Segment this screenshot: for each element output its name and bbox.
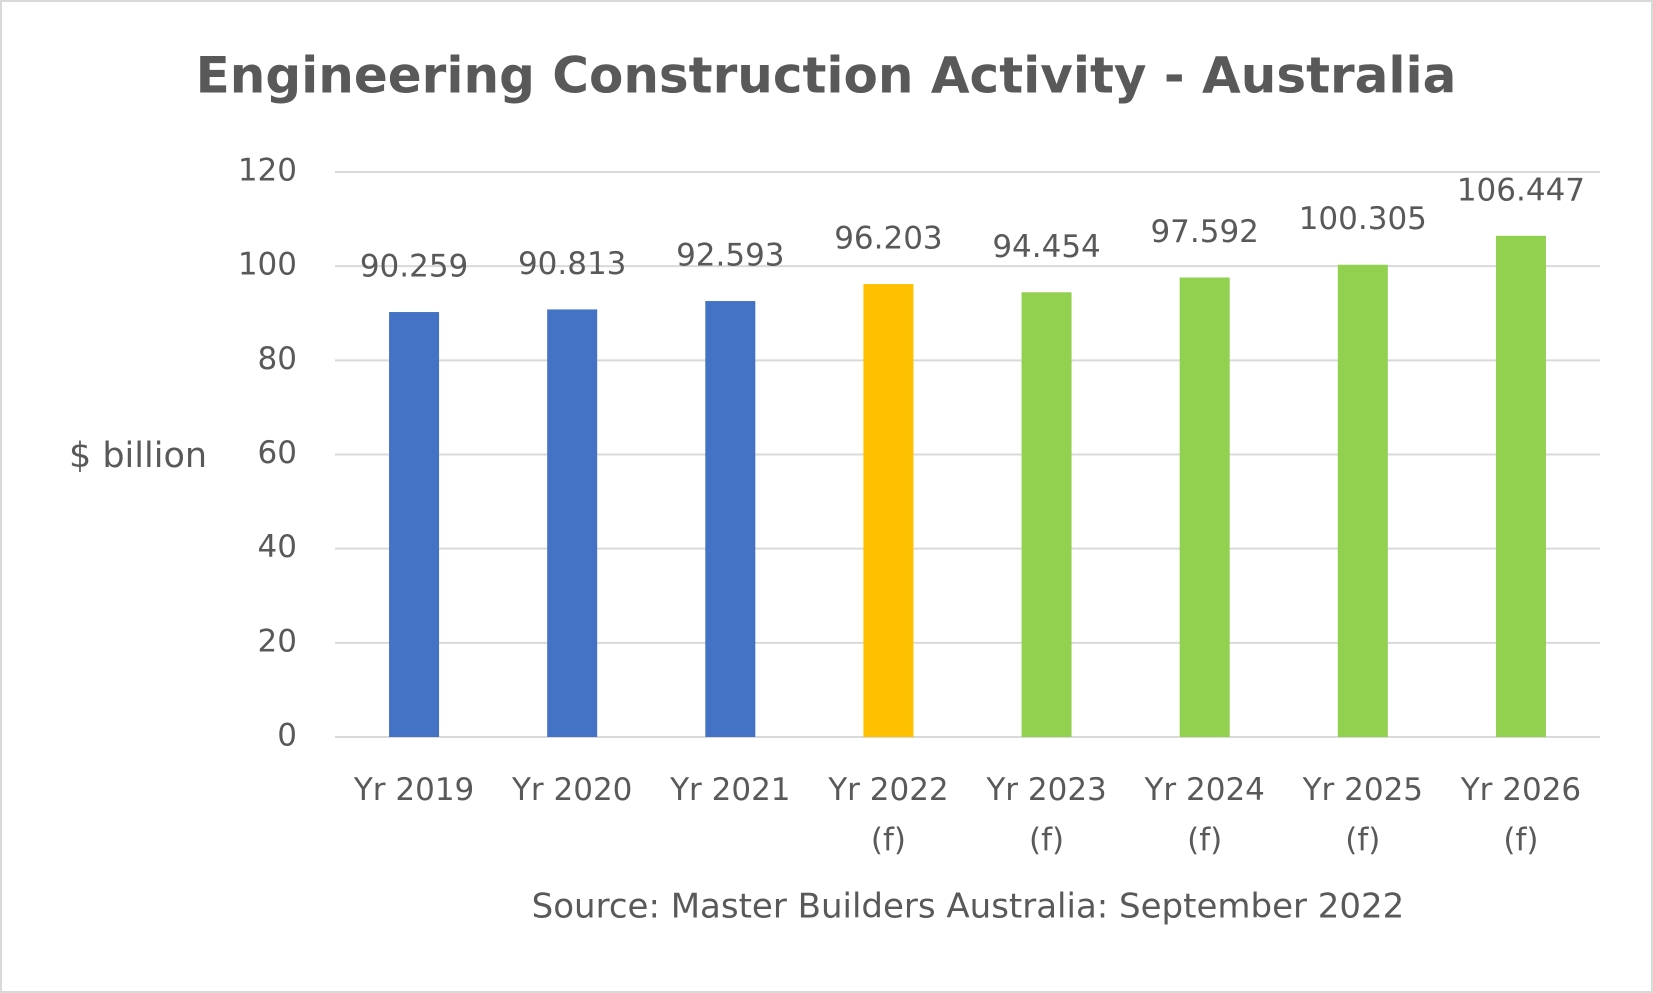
x-tick-label: Yr 2021	[670, 772, 791, 808]
y-tick-label: 60	[258, 435, 297, 471]
chart-title: Engineering Construction Activity - Aust…	[196, 47, 1457, 105]
x-tick-label: Yr 2020	[511, 772, 633, 808]
data-label: 90.813	[518, 246, 626, 282]
bar	[1495, 235, 1546, 737]
x-tick-label: Yr 2019	[353, 772, 475, 808]
x-tick-label: Yr 2022 (f)	[828, 772, 949, 858]
x-tick-label: Yr 2026 (f)	[1460, 772, 1582, 858]
x-tick-label: Yr 2025 (f)	[1302, 772, 1424, 858]
y-axis-label: $ billion	[69, 436, 207, 476]
bar	[1021, 292, 1072, 737]
y-tick-label: 120	[238, 153, 297, 189]
y-tick-label: 80	[258, 341, 297, 377]
data-label: 96.203	[834, 221, 942, 257]
bar	[547, 309, 598, 737]
source-note: Source: Master Builders Australia: Septe…	[532, 887, 1405, 927]
bar	[863, 284, 914, 737]
bar	[1179, 277, 1230, 737]
data-label: 90.259	[360, 249, 468, 285]
bar	[1337, 264, 1388, 737]
y-tick-label: 100	[238, 247, 297, 283]
bar	[705, 301, 756, 737]
data-label: 100.305	[1299, 201, 1427, 237]
x-tick-label: Yr 2023 (f)	[986, 772, 1107, 858]
data-label: 106.447	[1457, 172, 1585, 208]
data-label: 94.454	[992, 229, 1100, 265]
y-tick-label: 40	[258, 529, 297, 565]
bar	[389, 312, 440, 737]
y-tick-label: 0	[277, 718, 297, 754]
y-tick-label: 20	[258, 623, 297, 659]
data-label: 92.593	[676, 238, 784, 274]
x-tick-label: Yr 2024 (f)	[1144, 772, 1265, 858]
data-label: 97.592	[1150, 214, 1258, 250]
